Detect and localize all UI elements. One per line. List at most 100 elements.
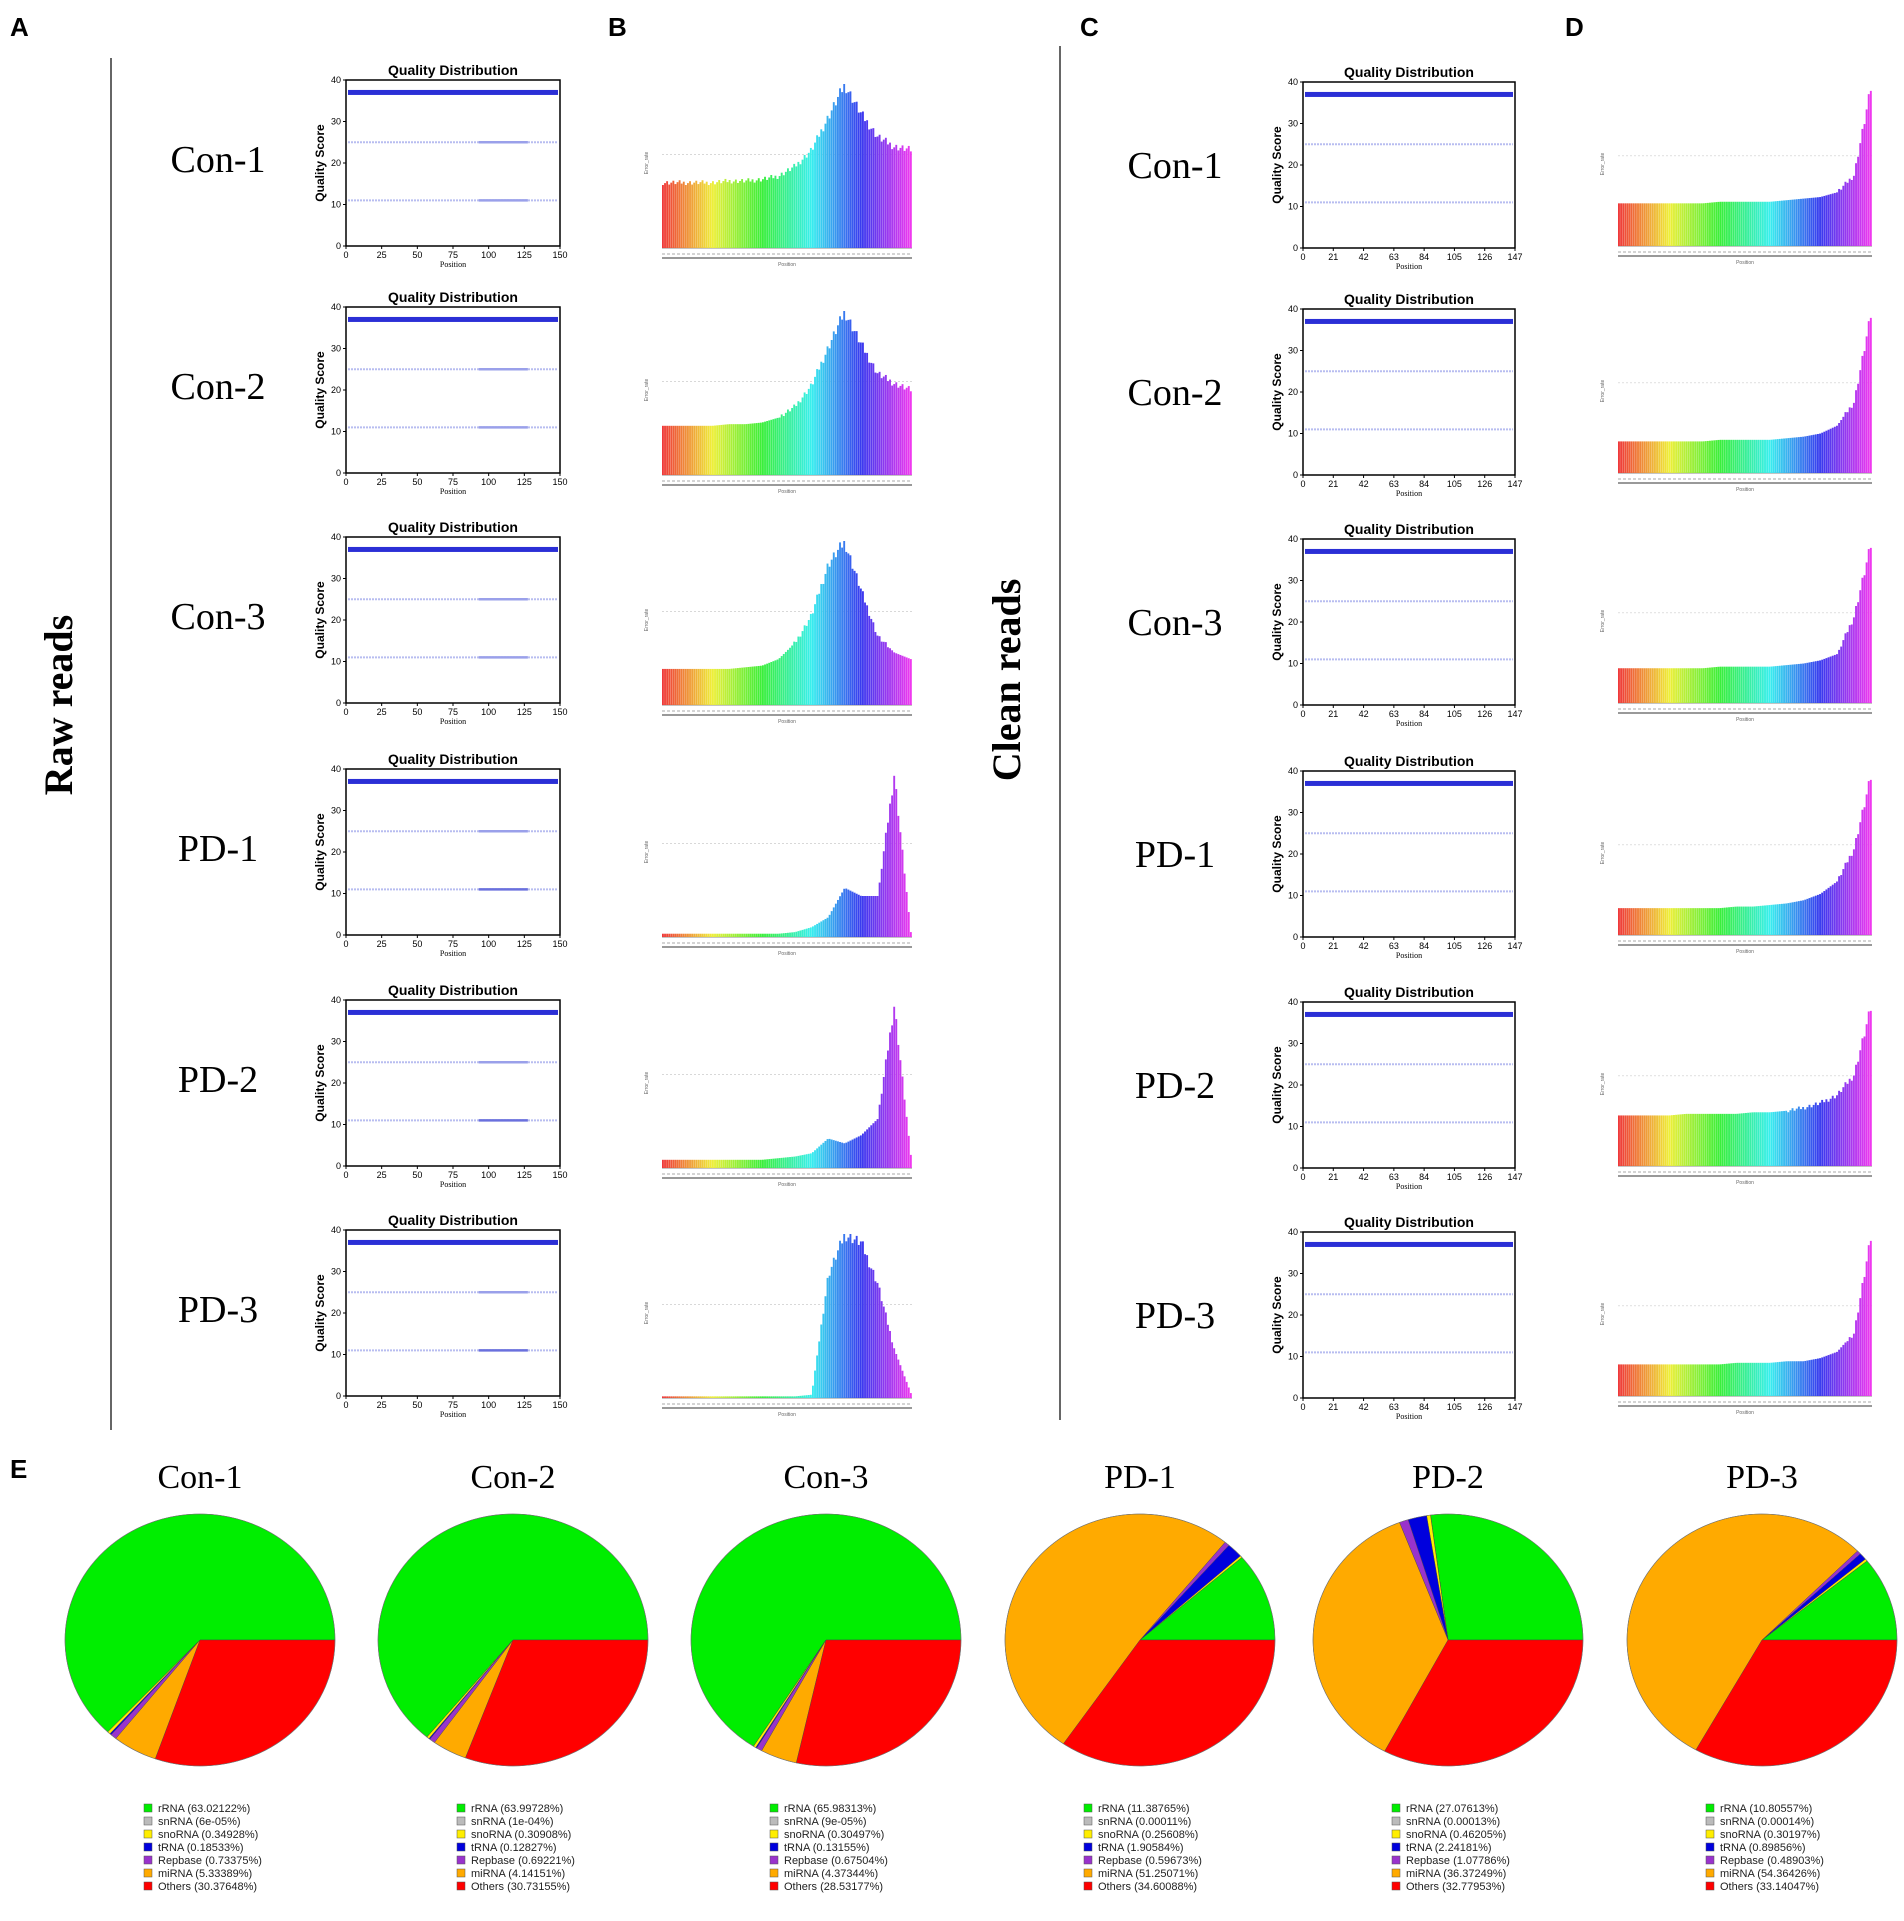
raw-2-err-bar — [812, 613, 814, 705]
raw-5-err-bar — [809, 1394, 812, 1398]
clean-1-err-bar — [1816, 433, 1819, 473]
raw-4-qd-xtick-label: 100 — [481, 1170, 496, 1180]
clean-1-err-bar — [1696, 441, 1699, 473]
raw-3-err-bar — [791, 932, 794, 937]
clean-5-err-bar — [1677, 1364, 1680, 1396]
clean-5-err-bar — [1732, 1363, 1735, 1396]
raw-2-err-bar — [718, 668, 721, 705]
raw-4-err-bar — [868, 1127, 871, 1168]
clean-3-qd-xtick-label: 42 — [1359, 941, 1369, 951]
raw-2-err-bar — [809, 613, 812, 705]
raw-4-err-bar — [747, 1159, 750, 1168]
raw-0-err-bar — [768, 177, 771, 248]
clean-3-err-bar — [1696, 908, 1699, 935]
clean-1-err-bar — [1825, 430, 1828, 473]
raw-5-err-bar — [880, 1301, 883, 1398]
clean-5-err-bar — [1814, 1358, 1817, 1396]
raw-5-qd-ytick-label: 0 — [336, 1391, 341, 1401]
raw-0-qd-ytick-label: 20 — [331, 158, 341, 168]
legend-entry: Repbase (0.59673%) — [1098, 1855, 1202, 1867]
clean-4-err-bar — [1660, 1115, 1663, 1166]
clean-4-err-bar — [1855, 1064, 1857, 1166]
raw-5-err-bar — [841, 1243, 844, 1398]
raw-1-err-bar — [772, 419, 775, 475]
clean-4-err-bar — [1787, 1112, 1790, 1166]
raw-4-err-bar — [793, 1156, 796, 1168]
clean-1-err-bar — [1800, 436, 1802, 473]
clean-3-err-bar — [1647, 908, 1650, 935]
raw-5-err-bar — [787, 1396, 789, 1398]
clean-2-err-bar — [1632, 668, 1635, 703]
raw-1-err-bar — [672, 425, 675, 475]
clean-4-err-bar — [1833, 1098, 1836, 1166]
clean-4-err-bar — [1704, 1113, 1707, 1166]
clean-sample-label: PD-3 — [1135, 1295, 1215, 1337]
legend-entry: snRNA (9e-05%) — [784, 1816, 867, 1828]
raw-0-err-bar — [753, 182, 756, 248]
clean-0-err-bar — [1757, 201, 1760, 246]
legend-swatch — [1391, 1829, 1401, 1839]
clean-3-err-bar — [1700, 908, 1703, 935]
legend-entry: miRNA (4.37344%) — [784, 1868, 878, 1880]
raw-2-err-bar — [674, 668, 677, 705]
clean-5-err-bar — [1787, 1361, 1790, 1396]
raw-0-err-bar — [682, 181, 685, 248]
raw-3-err-bar — [866, 896, 869, 937]
raw-1-err-bar — [678, 425, 681, 475]
raw-3-err-bar — [872, 896, 875, 937]
raw-3-qd-xtick-label: 75 — [448, 939, 458, 949]
clean-0-err-bar — [1668, 203, 1671, 246]
clean-sample-label: Con-2 — [1128, 372, 1223, 414]
clean-5-err-bar — [1725, 1363, 1728, 1396]
clean-0-err-bar — [1632, 203, 1635, 246]
raw-5-err-bar — [878, 1287, 881, 1398]
clean-2-err-bar — [1725, 666, 1728, 703]
raw-5-err-bar — [678, 1396, 681, 1398]
clean-5-err-bar — [1785, 1361, 1788, 1396]
clean-3-err-bar — [1679, 908, 1682, 935]
raw-4-err-bar — [899, 1060, 902, 1168]
clean-5-err-bar — [1836, 1351, 1838, 1396]
clean-5-err-bar — [1618, 1364, 1620, 1396]
raw-1-err-xlabel: Position — [778, 489, 796, 495]
clean-4-err-bar — [1814, 1102, 1817, 1166]
raw-1-err-bar — [674, 425, 677, 475]
raw-1-err-bar — [741, 424, 744, 475]
raw-5-qd-xtick-label: 100 — [481, 1400, 496, 1410]
clean-5-err-bar — [1643, 1364, 1646, 1396]
raw-0-err-bar — [795, 166, 798, 248]
clean-3-err-bar — [1728, 907, 1730, 935]
raw-5-qd-band-high — [348, 1239, 558, 1245]
clean-2-err-bar — [1825, 658, 1828, 703]
raw-1-err-bar — [901, 384, 904, 475]
clean-2-err-bar — [1810, 662, 1813, 703]
raw-5-err-bar — [739, 1396, 741, 1398]
raw-4-err-bar — [864, 1131, 866, 1168]
raw-0-err-ylabel: Error_rate — [644, 152, 650, 175]
clean-0-err-bar — [1685, 203, 1688, 246]
raw-2-err-bar — [668, 668, 671, 705]
clean-4-err-bar — [1838, 1090, 1841, 1166]
raw-0-qd-xtick-label: 75 — [448, 250, 458, 260]
clean-4-qd-xtick-label: 63 — [1389, 1172, 1399, 1182]
clean-4-err-bar — [1624, 1115, 1627, 1166]
clean-1-err-bar — [1653, 441, 1656, 473]
clean-5-err-bar — [1742, 1362, 1745, 1396]
clean-1-err-bar — [1643, 441, 1646, 473]
raw-1-err-bar — [862, 342, 864, 475]
clean-0-err-bar — [1692, 203, 1694, 246]
raw-1-err-bar — [782, 416, 785, 475]
clean-3-err-bar — [1668, 908, 1671, 935]
raw-3-err-bar — [703, 933, 706, 937]
raw-0-qd-xlabel: Position — [440, 260, 466, 269]
clean-3-err-bar — [1772, 904, 1775, 935]
clean-5-err-bar — [1689, 1364, 1692, 1396]
raw-0-err-bar — [826, 115, 829, 248]
clean-2-err-bar — [1776, 665, 1779, 703]
raw-3-qd-xtick-label: 50 — [412, 939, 422, 949]
clean-4-err-bar — [1702, 1113, 1705, 1166]
clean-3-qd-frame — [1302, 770, 1516, 938]
raw-5-err-bar — [726, 1396, 729, 1398]
clean-4-qd-xtick-label: 126 — [1477, 1172, 1492, 1182]
clean-5-err-bar — [1670, 1364, 1673, 1396]
